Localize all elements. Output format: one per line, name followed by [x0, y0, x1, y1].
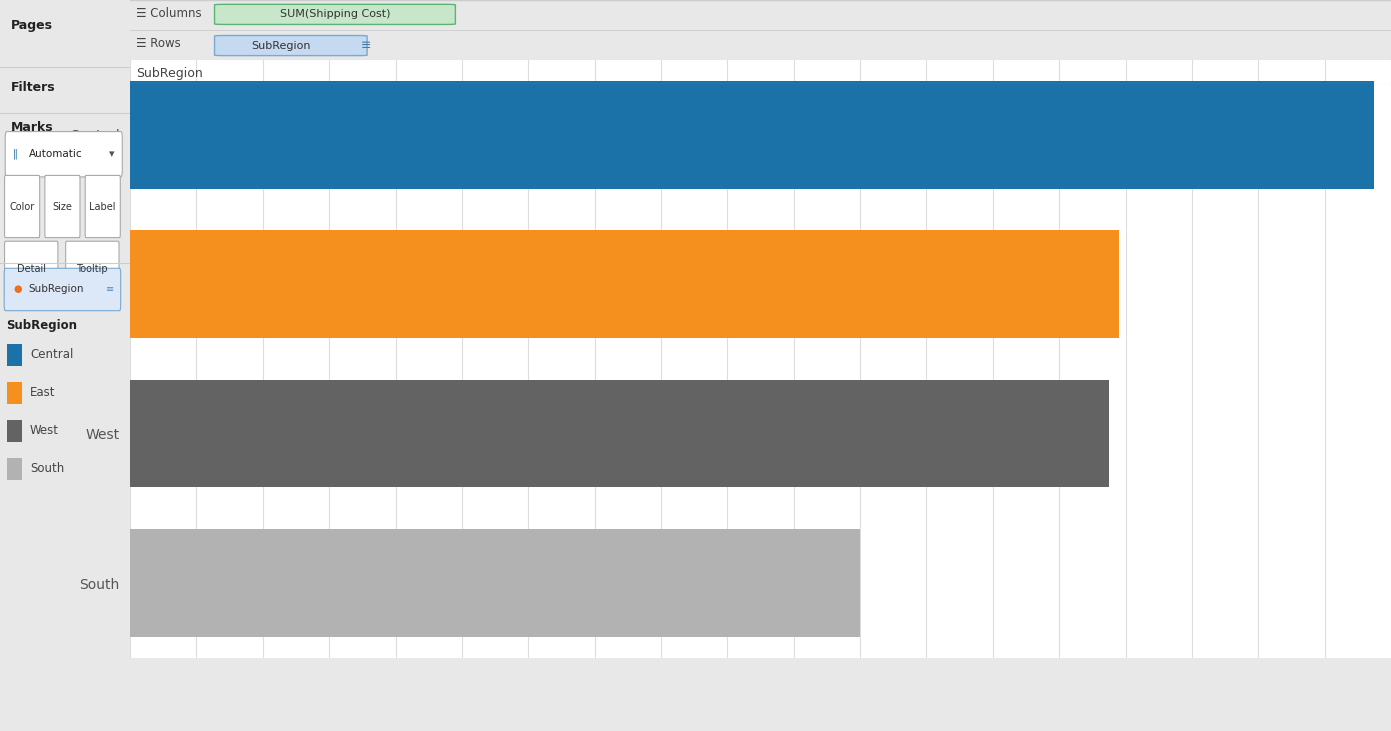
Bar	[131, 529, 860, 637]
Bar	[131, 380, 1109, 488]
Text: Central: Central	[31, 348, 74, 361]
Text: Filters: Filters	[10, 81, 56, 94]
Text: Pages: Pages	[10, 19, 53, 32]
FancyBboxPatch shape	[6, 132, 122, 177]
FancyBboxPatch shape	[7, 420, 22, 442]
Text: ≡: ≡	[106, 284, 114, 295]
Bar	[131, 81, 1374, 189]
Text: Detail: Detail	[17, 264, 46, 273]
FancyBboxPatch shape	[85, 175, 120, 238]
Text: ▾: ▾	[108, 149, 114, 159]
FancyBboxPatch shape	[214, 36, 367, 56]
Text: Marks: Marks	[10, 121, 53, 135]
FancyBboxPatch shape	[4, 241, 58, 296]
FancyBboxPatch shape	[7, 458, 22, 480]
Bar	[131, 230, 1118, 338]
Text: SUM(Shipping Cost): SUM(Shipping Cost)	[281, 10, 391, 20]
Text: ≡: ≡	[360, 39, 371, 52]
Text: Label: Label	[89, 202, 115, 211]
Text: SubRegion: SubRegion	[29, 284, 83, 295]
FancyBboxPatch shape	[214, 4, 455, 24]
Text: ☰ Rows: ☰ Rows	[136, 37, 181, 50]
Text: SubRegion: SubRegion	[7, 319, 78, 332]
FancyBboxPatch shape	[7, 344, 22, 366]
FancyBboxPatch shape	[4, 175, 40, 238]
Text: Automatic: Automatic	[29, 149, 82, 159]
Text: West: West	[31, 424, 58, 437]
Text: ☰ Columns: ☰ Columns	[136, 7, 202, 20]
FancyBboxPatch shape	[4, 268, 121, 311]
Text: Tooltip: Tooltip	[77, 264, 108, 273]
Text: Size: Size	[53, 202, 72, 211]
Text: South: South	[31, 462, 64, 475]
FancyBboxPatch shape	[45, 175, 81, 238]
Text: ‖: ‖	[13, 149, 18, 159]
FancyBboxPatch shape	[65, 241, 120, 296]
Text: Color: Color	[10, 202, 35, 211]
Text: SubRegion: SubRegion	[136, 67, 203, 80]
Text: SubRegion: SubRegion	[252, 40, 312, 50]
FancyBboxPatch shape	[7, 382, 22, 404]
Text: East: East	[31, 386, 56, 399]
Text: ●: ●	[13, 284, 21, 295]
